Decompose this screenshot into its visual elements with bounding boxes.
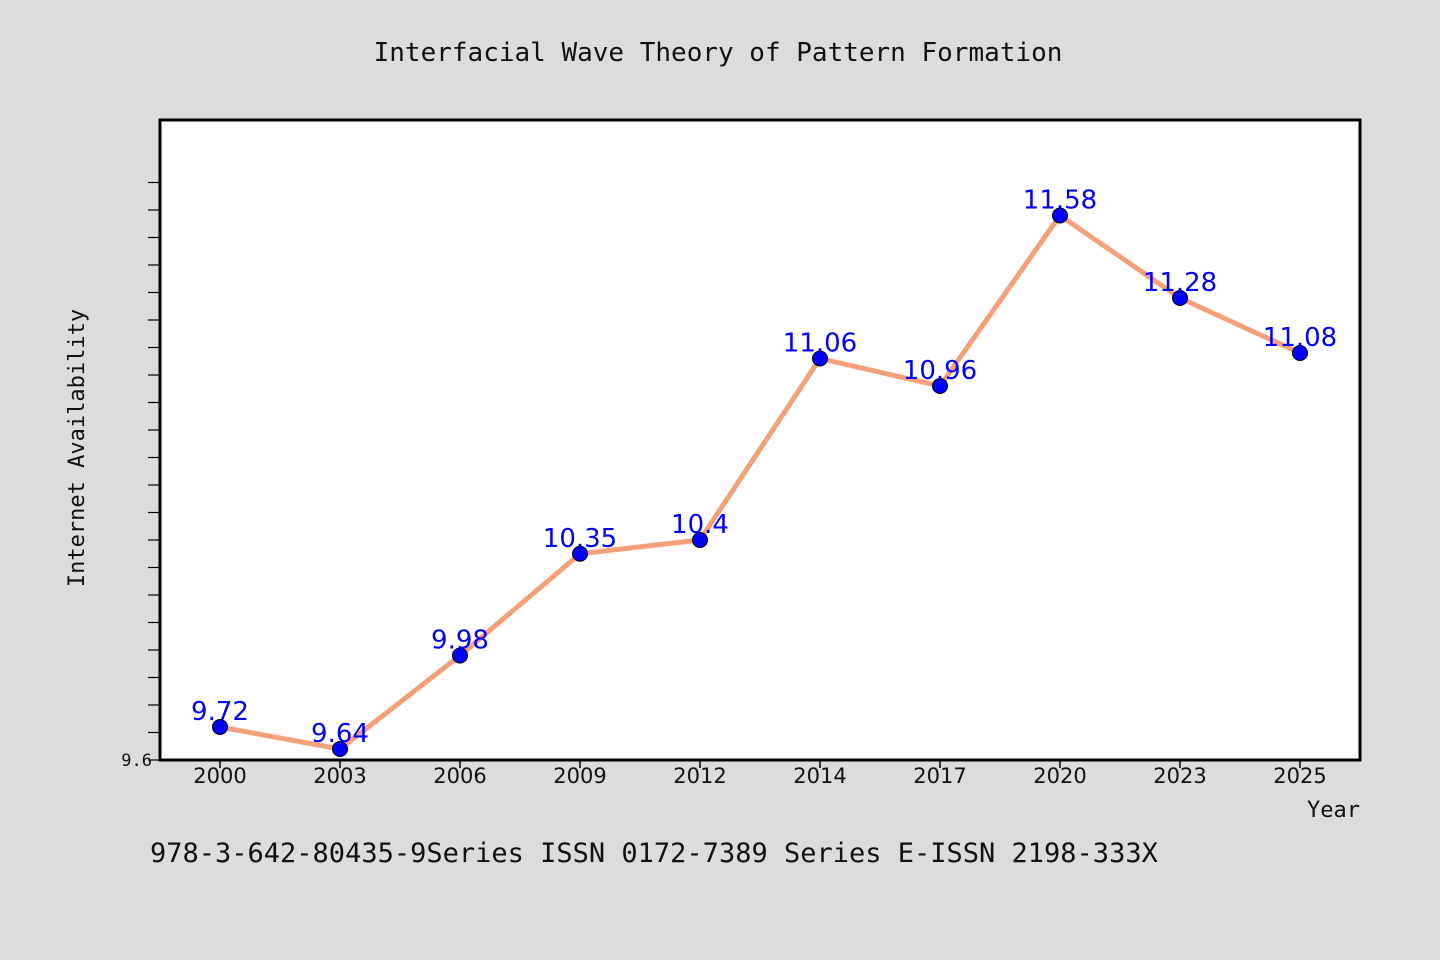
x-tick-label: 2012: [673, 764, 726, 788]
data-label: 11.08: [1263, 323, 1337, 353]
data-point: [1172, 290, 1188, 306]
x-axis-ticks: 2000 2003 2006 2009 2012 2014 2017 2020 2023 2025: [193, 760, 1327, 788]
x-tick-label: 2023: [1153, 764, 1206, 788]
x-tick-label: 2003: [313, 764, 366, 788]
data-point: [932, 378, 948, 394]
footer-isbn-text: 978-3-642-80435-9Series ISSN 0172-7389 S…: [150, 838, 1158, 869]
series-line: [219, 213, 1302, 752]
data-point: [452, 647, 468, 664]
x-tick-label: 2025: [1273, 764, 1326, 788]
data-label: 11.58: [1023, 186, 1097, 216]
y-axis-label: Internet Availability: [65, 309, 90, 587]
data-point: [812, 350, 828, 367]
x-tick-label: 2020: [1033, 764, 1086, 788]
y-axis-ticks: 9.6: [121, 181, 160, 771]
data-label: 10.4: [671, 510, 729, 540]
data-label: 10.35: [543, 524, 617, 554]
data-point: [1292, 345, 1308, 361]
data-point: [692, 532, 708, 548]
x-tick-label: 2014: [793, 764, 846, 788]
x-axis-label: Year: [1307, 798, 1360, 823]
y-tick-label: 9.6: [121, 751, 152, 771]
plot-area: [158, 118, 1362, 762]
x-tick-label: 2017: [913, 764, 966, 788]
chart-title: Interfacial Wave Theory of Pattern Forma…: [374, 38, 1063, 68]
data-point: [212, 719, 228, 735]
data-label: 9.98: [431, 626, 489, 656]
x-tick-label: 2009: [553, 764, 606, 788]
data-label: 11.06: [783, 329, 857, 359]
data-label: 11.28: [1143, 268, 1217, 298]
data-points: [212, 207, 1308, 757]
x-tick-label: 2000: [193, 764, 246, 788]
x-tick-label: 2006: [433, 764, 486, 788]
data-label: 10.96: [903, 356, 977, 386]
data-labels: 9.72 9.64 9.98 10.35 10.4 11.06 10.96 11.58 11.2…: [191, 186, 1337, 750]
data-label: 9.72: [191, 697, 249, 727]
data-point: [332, 741, 348, 757]
series-line-group: [219, 213, 1302, 752]
data-label: 9.64: [311, 719, 369, 749]
data-point: [1052, 207, 1068, 224]
data-point: [572, 545, 588, 562]
